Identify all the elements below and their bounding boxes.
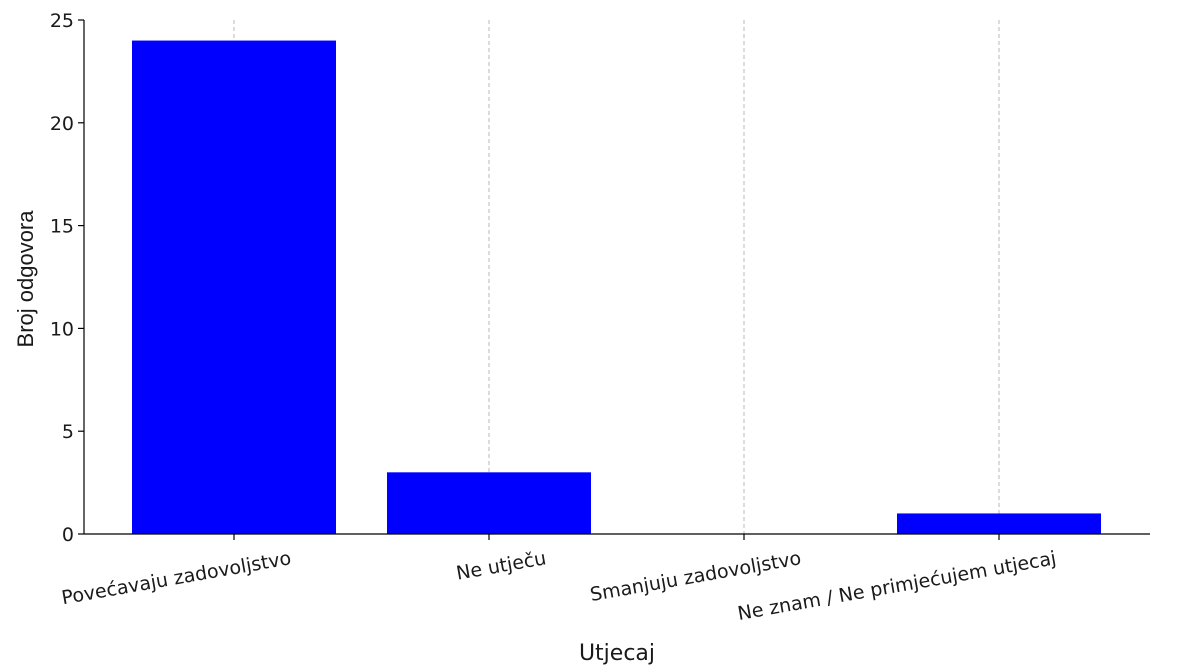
bar <box>897 513 1101 534</box>
x-axis-title: Utjecaj <box>579 641 655 666</box>
x-axis-category-labels: Povećavaju zadovoljstvo Ne utječu Smanjuju… <box>60 547 1058 625</box>
y-tick-label: 15 <box>50 216 74 238</box>
axes <box>83 20 1150 535</box>
x-tick-label: Ne utječu <box>455 547 548 584</box>
y-tick-label: 0 <box>62 524 74 546</box>
y-axis-ticks: 0 5 10 15 20 25 <box>50 10 1000 546</box>
y-tick-label: 10 <box>50 318 74 340</box>
y-tick-label: 25 <box>50 10 74 32</box>
bars <box>132 40 1101 535</box>
y-axis-title: Broj odgovora <box>13 210 38 348</box>
x-tick-label: Povećavaju zadovoljstvo <box>60 547 293 609</box>
bar <box>132 40 336 535</box>
grid-lines <box>233 20 1000 534</box>
y-tick-label: 5 <box>62 421 74 443</box>
bar <box>387 472 591 534</box>
y-tick-label: 20 <box>50 113 74 135</box>
